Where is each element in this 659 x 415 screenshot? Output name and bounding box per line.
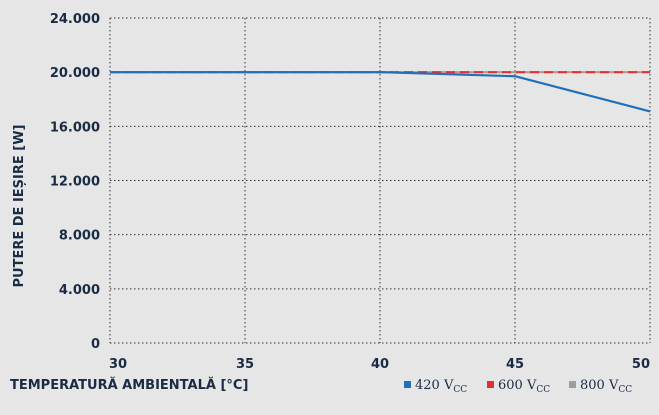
- grid-layer: [110, 17, 651, 343]
- y-axis-title: PUTERE DE IEȘIRE [W]: [12, 124, 27, 287]
- x-axis-title: TEMPERATURĂ AMBIENTALĂ [°C]: [10, 377, 248, 393]
- x-tick-label: 40: [371, 357, 389, 372]
- y-tick-label: 16.000: [50, 120, 100, 135]
- x-tick-label: 35: [236, 357, 254, 372]
- series-line-1: [110, 71, 651, 113]
- x-tick-label: 30: [109, 357, 127, 372]
- legend-swatch: [487, 381, 494, 388]
- legend-swatch: [569, 381, 576, 388]
- legend-label: 420 VCC: [415, 378, 467, 395]
- y-tick-label: 8.000: [59, 229, 100, 244]
- y-tick-label: 12.000: [50, 175, 100, 190]
- x-tick-label: 50: [632, 357, 650, 372]
- axis-layer: 0 4.000 8.000 12.000 16.000 20.000 24.000 30 35 4…: [50, 12, 650, 372]
- legend: 420 VCC 600 VCC 800 VCC: [404, 378, 632, 395]
- series-layer: [110, 71, 651, 113]
- legend-label: 600 VCC: [498, 378, 550, 395]
- y-tick-label: 0: [91, 337, 100, 352]
- y-tick-label: 4.000: [59, 283, 100, 298]
- label-layer: TEMPERATURĂ AMBIENTALĂ [°C] PUTERE DE IE…: [10, 124, 248, 393]
- legend-swatch: [404, 381, 411, 388]
- y-tick-label: 24.000: [50, 12, 100, 27]
- legend-label: 800 VCC: [580, 378, 632, 395]
- x-tick-label: 45: [506, 357, 524, 372]
- y-tick-label: 20.000: [50, 66, 100, 81]
